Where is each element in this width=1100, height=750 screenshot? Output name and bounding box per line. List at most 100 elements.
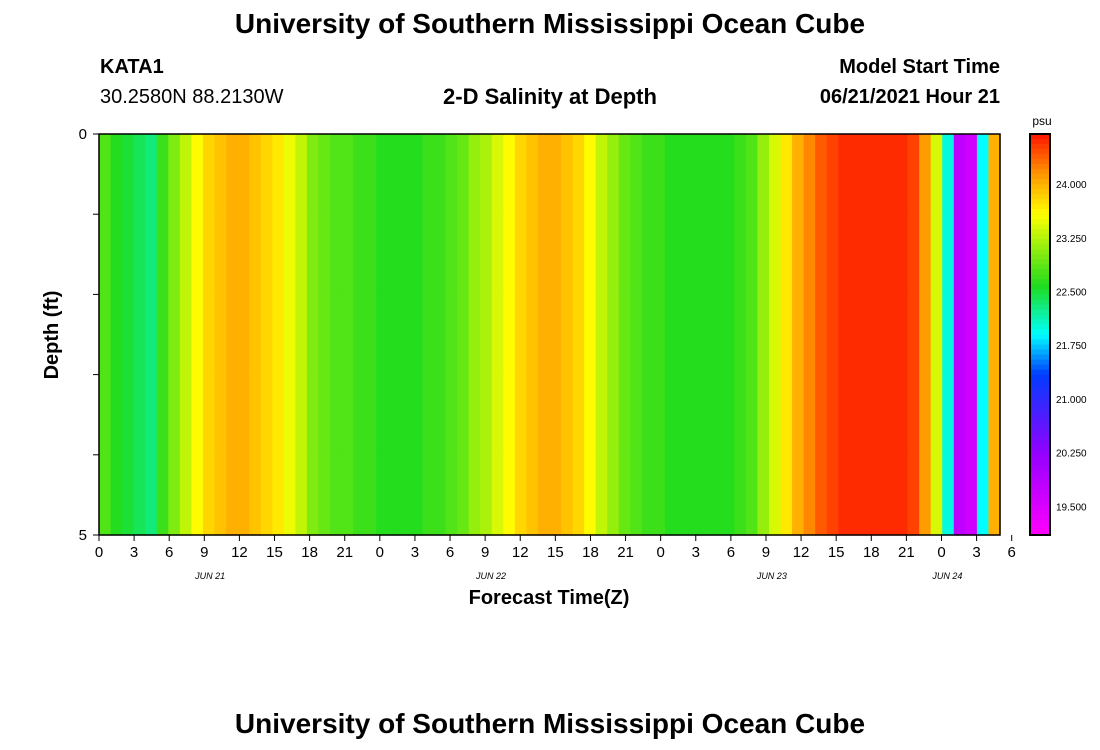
colorbar-swatch <box>1030 469 1050 476</box>
colorbar-swatch <box>1030 234 1050 240</box>
heatmap-cell <box>445 214 458 295</box>
heatmap-cell <box>399 454 412 536</box>
colorbar-swatch <box>1030 514 1050 521</box>
date-label: JUN 23 <box>756 571 787 581</box>
heatmap-cell <box>572 454 585 536</box>
x-tick-label: 9 <box>762 544 770 561</box>
heatmap-cell <box>318 454 331 536</box>
heatmap-cell <box>815 134 828 215</box>
heatmap-cell <box>433 374 447 456</box>
heatmap-cell <box>780 134 793 215</box>
colorbar: 24.000 23.250 22.500 21.750 21.000 20.250 19.5… <box>1029 133 1087 536</box>
colorbar-swatch <box>1030 504 1050 511</box>
heatmap-cell <box>168 294 181 376</box>
heatmap-cell <box>953 134 966 215</box>
heatmap-cell <box>561 294 574 376</box>
heatmap-cell <box>122 374 135 456</box>
colorbar-swatch <box>1030 309 1050 316</box>
heatmap-cell <box>191 294 204 376</box>
colorbar-swatch <box>1030 464 1050 471</box>
heatmap-cell <box>768 294 782 376</box>
colorbar-swatch <box>1030 144 1050 150</box>
colorbar-swatch <box>1030 219 1050 225</box>
heatmap-cell <box>595 454 608 536</box>
heatmap-cell <box>595 214 608 295</box>
heatmap-cell <box>249 374 262 456</box>
heatmap-cell <box>272 294 285 376</box>
heatmap-cell <box>330 294 343 376</box>
x-tick-label: 9 <box>481 544 489 561</box>
heatmap-cell <box>653 294 666 376</box>
heatmap-cell <box>584 454 597 536</box>
heatmap-cell <box>283 294 296 376</box>
station-coordinates: 30.2580N 88.2130W <box>100 86 284 108</box>
heatmap-cell <box>226 294 239 376</box>
heatmap-cell <box>734 134 747 215</box>
date-label: JUN 21 <box>194 571 225 581</box>
heatmap-cell <box>295 214 308 295</box>
heatmap-cell <box>526 374 539 456</box>
heatmap-cell <box>930 134 943 215</box>
heatmap-cell <box>734 214 747 295</box>
heatmap-cell <box>849 134 862 215</box>
heatmap-cell <box>526 134 539 215</box>
heatmap-cell <box>145 294 158 376</box>
heatmap-cell <box>353 294 366 376</box>
heatmap-cell <box>653 214 666 295</box>
x-tick-label: 3 <box>972 544 980 561</box>
heatmap-cell <box>341 134 354 215</box>
heatmap-cell <box>330 454 343 536</box>
colorbar-swatch <box>1030 524 1050 531</box>
heatmap-cell <box>919 294 932 376</box>
heatmap-cell <box>884 134 897 215</box>
heatmap-cell <box>838 134 851 215</box>
heatmap-cell <box>433 134 447 215</box>
heatmap-cell <box>676 294 689 376</box>
heatmap-cell <box>410 134 424 215</box>
heatmap-cell <box>988 134 1001 215</box>
heatmap-cell <box>191 454 204 536</box>
footer-title: University of Southern Mississippi Ocean… <box>234 708 866 739</box>
heatmap-cell <box>110 294 123 376</box>
heatmap-cell <box>907 454 920 536</box>
colorbar-swatch <box>1030 494 1050 501</box>
heatmap-cell <box>561 214 574 295</box>
heatmap-cell <box>826 374 839 456</box>
heatmap-cell <box>306 374 320 456</box>
heatmap-cell <box>179 454 193 536</box>
heatmap-cell <box>861 374 874 456</box>
heatmap-cell <box>745 374 759 456</box>
heatmap-cell <box>768 374 782 456</box>
heatmap-cell <box>99 454 112 536</box>
heatmap-cell <box>272 134 285 215</box>
heatmap-cell <box>607 454 620 536</box>
heatmap-cell <box>896 214 909 295</box>
colorbar-swatch <box>1030 409 1050 416</box>
heatmap-cell <box>688 294 701 376</box>
model-start-value: 06/21/2021 Hour 21 <box>819 86 1000 108</box>
heatmap-cell <box>965 454 978 536</box>
heatmap-cell <box>572 294 585 376</box>
heatmap-cell <box>768 454 782 536</box>
heatmap-cell <box>168 374 181 456</box>
colorbar-swatch <box>1030 454 1050 461</box>
heatmap-cell <box>849 454 862 536</box>
heatmap-cell <box>711 294 724 376</box>
heatmap-cell <box>330 374 343 456</box>
heatmap-cell <box>688 374 701 456</box>
heatmap-cell <box>260 294 273 376</box>
heatmap-cell <box>803 454 816 536</box>
heatmap-cell <box>838 374 851 456</box>
colorbar-swatch <box>1030 164 1050 170</box>
heatmap-cell <box>237 294 250 376</box>
heatmap-cell <box>676 374 689 456</box>
heatmap-cell <box>630 294 643 376</box>
heatmap-cell <box>387 294 400 376</box>
x-tick-label: 21 <box>617 544 634 561</box>
colorbar-swatch <box>1030 324 1050 331</box>
model-start-label: Model Start Time <box>839 56 1000 78</box>
heatmap-cell <box>514 454 527 536</box>
heatmap-cell <box>988 214 1001 295</box>
heatmap-cell <box>942 374 955 456</box>
